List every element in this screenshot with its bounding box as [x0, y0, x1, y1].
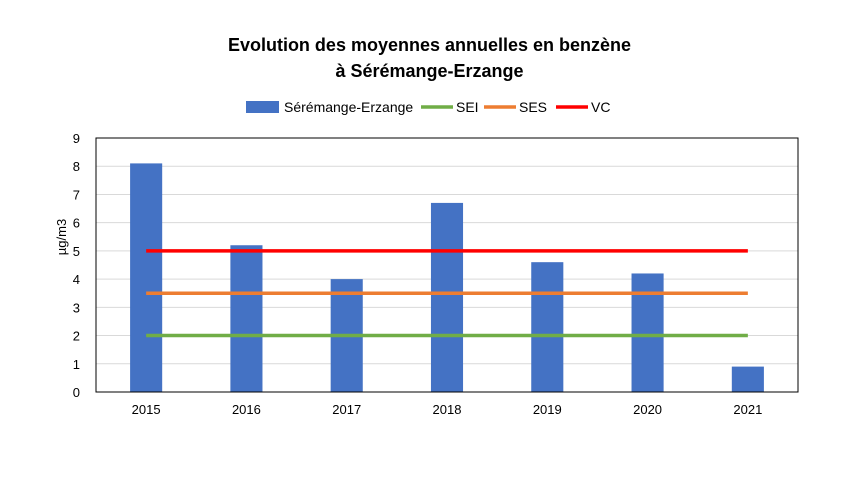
- line-series: [146, 249, 748, 338]
- bar: [430, 202, 464, 392]
- y-tick-label: 1: [73, 357, 80, 372]
- x-tick-label: 2016: [232, 402, 261, 417]
- bar: [130, 163, 163, 392]
- chart-title-line-2: à Sérémange-Erzange: [335, 61, 524, 81]
- legend: Sérémange-Erzange SEI SES VC: [246, 99, 610, 115]
- bar: [531, 262, 564, 392]
- y-tick-label: 6: [73, 216, 80, 231]
- y-tick-label: 0: [73, 385, 80, 400]
- legend-label: SEI: [456, 99, 479, 115]
- y-tick-label: 2: [73, 329, 80, 344]
- y-tick-label: 5: [73, 244, 80, 259]
- x-tick-label: 2017: [332, 402, 361, 417]
- y-tick-label: 8: [73, 159, 80, 174]
- x-tick-label: 2015: [132, 402, 161, 417]
- x-tick-label: 2020: [633, 402, 662, 417]
- chart-title-line-1: Evolution des moyennes annuelles en benz…: [227, 35, 632, 55]
- x-tick-label: 2019: [533, 402, 562, 417]
- x-tick-label: 2018: [433, 402, 462, 417]
- bar: [631, 273, 664, 392]
- bar: [230, 245, 263, 392]
- bar: [731, 366, 764, 392]
- plot-frame: [95, 137, 799, 393]
- x-tick-label: 2021: [733, 402, 762, 417]
- y-tick-label: 7: [73, 187, 80, 202]
- y-tick-labels: 0 1 2 3 4 5 6 7 8 9: [73, 131, 80, 400]
- legend-label: Sérémange-Erzange: [284, 99, 413, 115]
- legend-label: SES: [519, 99, 547, 115]
- y-tick-label: 9: [73, 131, 80, 146]
- x-tick-labels: 2015 2016 2017 2018 2019 2020 2021: [132, 402, 763, 417]
- y-tick-label: 4: [73, 272, 80, 287]
- y-axis-label: µg/m3: [54, 219, 69, 255]
- legend-label: VC: [591, 99, 610, 115]
- bar-series: [130, 163, 764, 392]
- y-tick-label: 3: [73, 300, 80, 315]
- legend-swatch: [246, 101, 279, 113]
